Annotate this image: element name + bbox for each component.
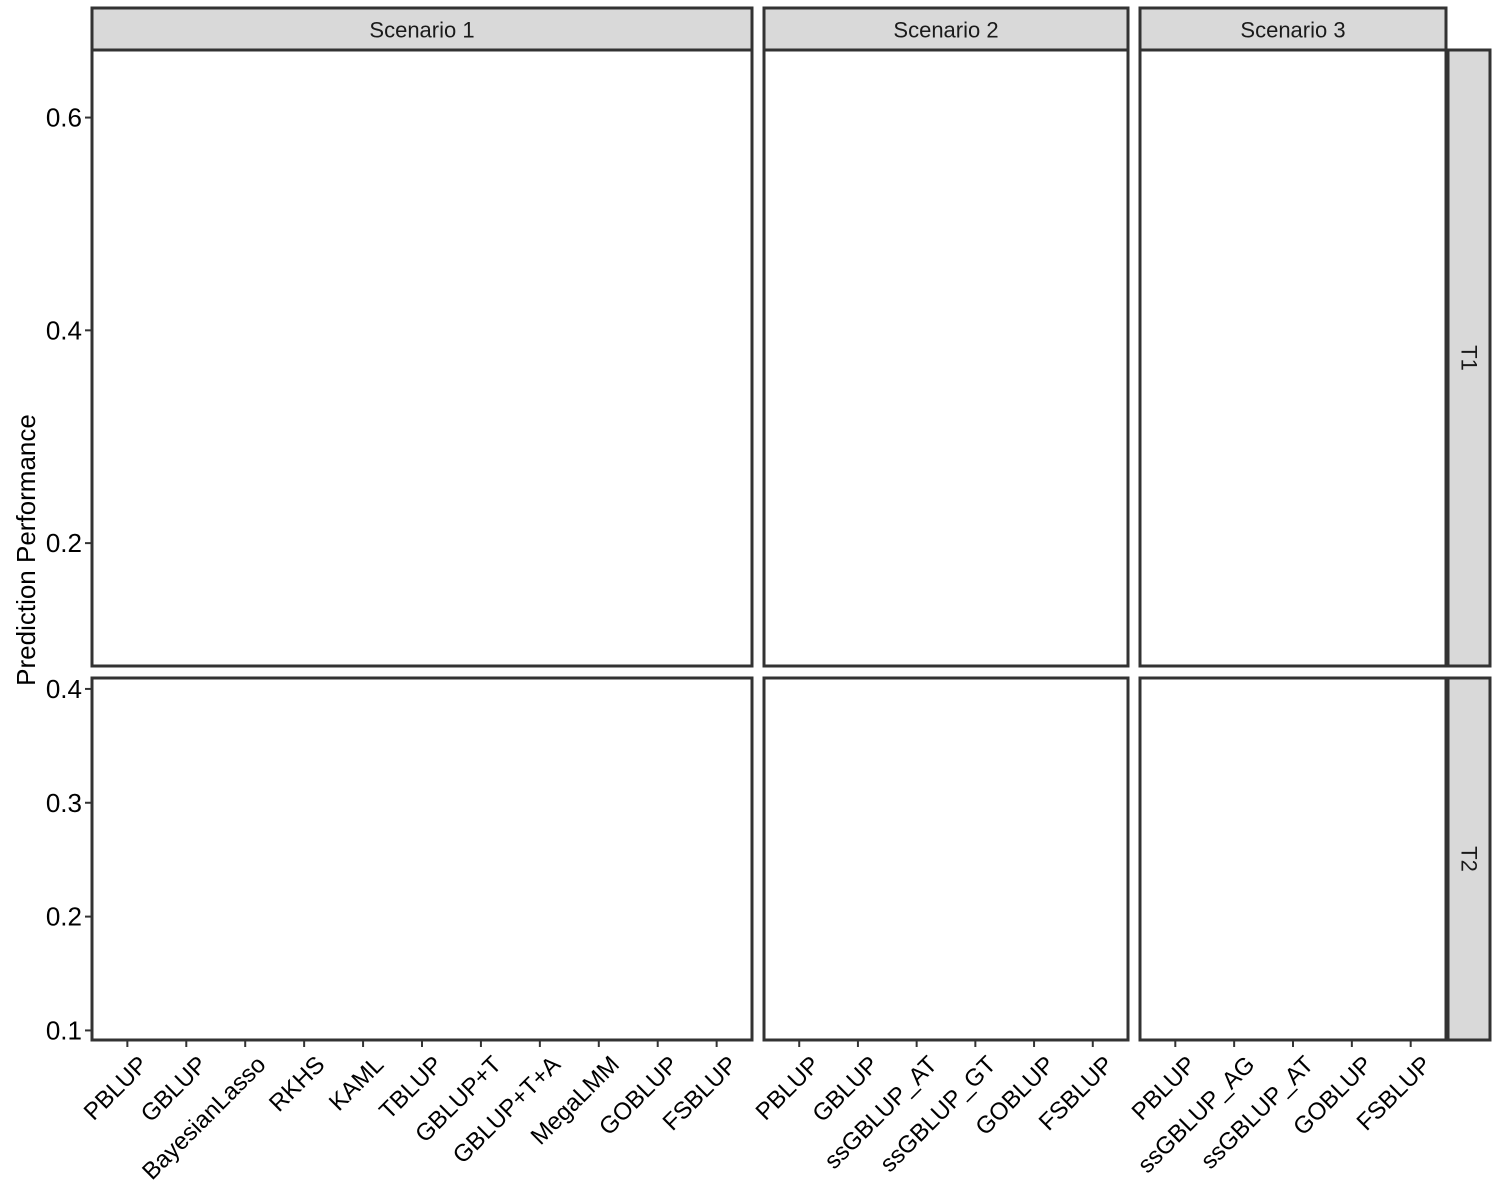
panel-t1-scenario-3: 0.1360.2970.1930.2360.364	[1138, 48, 1448, 668]
row-strip-t1	[1446, 48, 1492, 668]
panel-border	[762, 676, 1130, 1042]
panel-border	[1138, 676, 1448, 1042]
column-strip-label: Scenario 2	[893, 18, 998, 43]
y-axis-label: Prediction Performance	[11, 414, 41, 686]
panel-t1-scenario-1: 0.1360.3920.3510.3540.3590.5180.5560.547…	[90, 48, 754, 668]
y-tick-label: 0.2	[46, 528, 82, 558]
y-tick-label: 0.6	[46, 103, 82, 133]
panel-border	[1138, 48, 1448, 668]
row-strip-label: T2	[1457, 846, 1482, 872]
panel-t2-scenario-3: 0.1190.1780.1110.1430.218	[1138, 676, 1448, 1042]
row-strip-label: T1	[1457, 345, 1482, 371]
y-tick-label: 0.1	[46, 1015, 82, 1045]
column-strip-label: Scenario 1	[369, 18, 474, 43]
panel-border	[90, 676, 754, 1042]
row-strip-t2	[1446, 676, 1492, 1042]
column-strip-scenario-2	[762, 6, 1130, 52]
y-tick-label: 0.4	[46, 315, 82, 345]
panel-t2-scenario-2: 0.1190.2450.1110.1700.2020.256	[762, 676, 1130, 1042]
x-tick-label: RKHS	[264, 1051, 330, 1117]
panel-t2-scenario-1: 0.1190.2450.2310.2420.2370.1780.2640.235…	[90, 676, 754, 1042]
panel-border	[90, 48, 754, 668]
y-tick-label: 0.2	[46, 902, 82, 932]
panel-t1-scenario-2: 0.1360.3920.1930.3000.3460.391	[762, 48, 1130, 668]
panel-border	[762, 48, 1130, 668]
y-tick-label: 0.4	[46, 674, 82, 704]
y-tick-label: 0.3	[46, 788, 82, 818]
column-strip-label: Scenario 3	[1240, 18, 1345, 43]
